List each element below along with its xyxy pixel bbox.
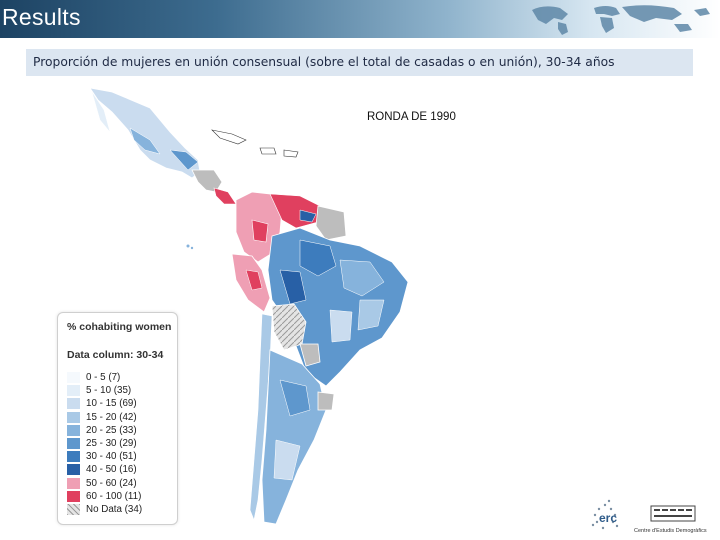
- legend-swatch: [67, 503, 80, 515]
- subtitle-banner: Proporción de mujeres en unión consensua…: [26, 49, 693, 76]
- legend-item: 25 - 30 (29): [67, 437, 142, 450]
- page-title: Results: [2, 4, 81, 30]
- round-label: RONDA DE 1990: [367, 111, 456, 123]
- legend-swatch: [67, 490, 80, 502]
- legend-item: No Data (34): [67, 503, 142, 516]
- ced-logo-caption: Centre d'Estudis Demogràfics: [634, 528, 707, 534]
- legend-swatch: [67, 451, 80, 463]
- legend-data-column: Data column: 30-34: [67, 349, 164, 361]
- legend-item: 20 - 25 (33): [67, 424, 142, 437]
- legend-item: 0 - 5 (7): [67, 371, 142, 384]
- legend-swatch: [67, 398, 80, 410]
- legend-items: 0 - 5 (7) 5 - 10 (35) 10 - 15 (69) 15 - …: [67, 371, 142, 516]
- legend-item: 15 - 20 (42): [67, 411, 142, 424]
- region-mexico: [89, 87, 201, 179]
- legend-swatch: [67, 385, 80, 397]
- map-legend: % cohabiting women Data column: 30-34 0 …: [57, 312, 178, 525]
- legend-swatch: [67, 372, 80, 384]
- legend-item: 10 - 15 (69): [67, 397, 142, 410]
- legend-swatch: [67, 464, 80, 476]
- legend-item: 50 - 60 (24): [67, 477, 142, 490]
- legend-swatch: [67, 438, 80, 450]
- legend-swatch: [67, 477, 80, 489]
- legend-item: 40 - 50 (16): [67, 463, 142, 476]
- world-map-decoration: [532, 5, 710, 35]
- legend-swatch: [67, 411, 80, 423]
- institution-logos: erc: [591, 499, 696, 530]
- header-bar: Results: [0, 0, 720, 38]
- legend-swatch: [67, 424, 80, 436]
- legend-item: 30 - 40 (51): [67, 450, 142, 463]
- legend-item: 5 - 10 (35): [67, 384, 142, 397]
- legend-item: 60 - 100 (11): [67, 490, 142, 503]
- legend-title: % cohabiting women: [67, 321, 172, 333]
- region-argentina: [261, 349, 327, 525]
- erc-logo-text: erc: [599, 511, 617, 525]
- latin-america-map: [89, 87, 409, 525]
